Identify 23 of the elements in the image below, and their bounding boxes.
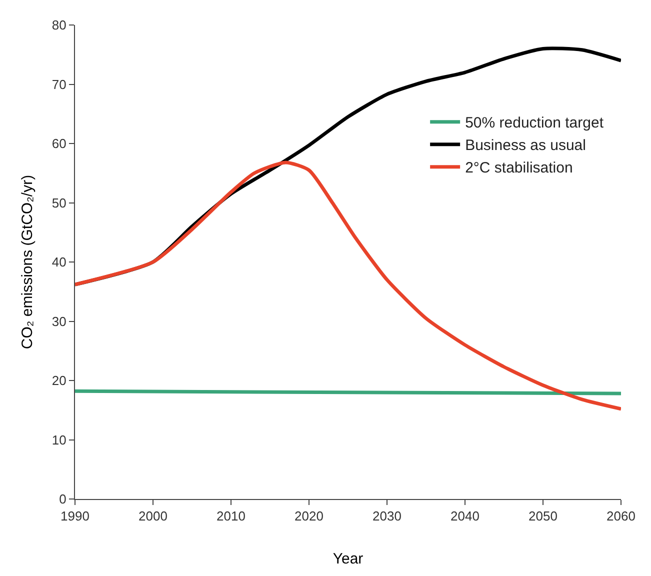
y-tick-label: 10 bbox=[52, 432, 66, 448]
legend-label: 2°C stabilisation bbox=[465, 160, 573, 177]
x-axis-title: Year bbox=[332, 550, 364, 568]
y-tick-label: 40 bbox=[52, 254, 66, 270]
y-tick-label: 30 bbox=[52, 314, 66, 329]
y-tick-label: 60 bbox=[52, 136, 66, 152]
y-tick-label: 0 bbox=[59, 492, 66, 507]
x-tick-label: 2040 bbox=[450, 508, 480, 524]
x-tick-label: 2020 bbox=[294, 508, 324, 524]
y-tick-label: 80 bbox=[52, 18, 66, 33]
x-tick-label: 2050 bbox=[528, 508, 558, 524]
x-tick-label: 2030 bbox=[372, 508, 402, 524]
x-tick-label: 2000 bbox=[138, 508, 168, 524]
y-tick-label: 20 bbox=[52, 373, 66, 388]
x-tick-label: 2060 bbox=[606, 508, 636, 524]
y-axis-title: CO₂ emissions (GtCO₂/yr) bbox=[19, 174, 36, 350]
x-tick-label: 1990 bbox=[60, 508, 90, 524]
y-tick-label: 50 bbox=[52, 195, 66, 210]
line-series bbox=[75, 160, 621, 411]
legend-label: Business as usual bbox=[465, 137, 586, 154]
legend-label: 50% reduction target bbox=[465, 114, 604, 132]
x-tick-label: 2010 bbox=[216, 508, 246, 524]
y-tick-label: 70 bbox=[52, 76, 66, 92]
